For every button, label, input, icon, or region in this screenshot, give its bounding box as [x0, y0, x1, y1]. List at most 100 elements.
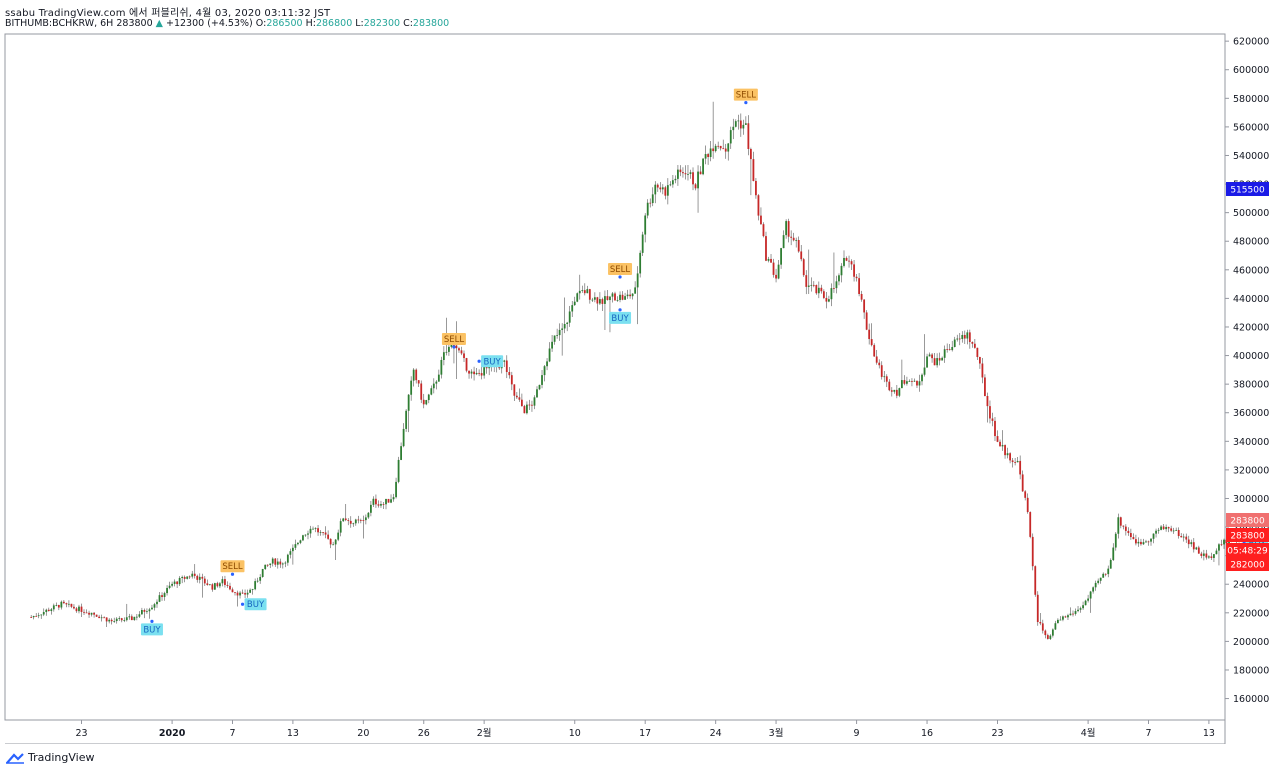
candle-body [130, 616, 133, 621]
candle-body [1187, 539, 1190, 545]
candle-body [1112, 547, 1115, 561]
candle-body [961, 334, 964, 339]
candle-body [1140, 541, 1142, 545]
candle-body [1175, 530, 1178, 531]
candle-body [70, 603, 73, 607]
candle-body [976, 347, 979, 358]
candle-body [1092, 587, 1095, 592]
candle-body [1122, 525, 1125, 527]
candle-body [115, 618, 118, 622]
candle-body [1039, 621, 1042, 624]
candle-body [1124, 526, 1127, 531]
candle-body [440, 359, 443, 375]
signal-box [441, 332, 466, 345]
candle-body [307, 533, 309, 535]
y-tick-label: 360000 [1233, 408, 1269, 419]
candle-body [140, 610, 143, 615]
candle-body [817, 287, 820, 294]
candle-body [666, 185, 669, 196]
candle-body [760, 215, 762, 225]
candle-body [674, 178, 677, 181]
signal-box [481, 355, 504, 368]
candle-body [1049, 635, 1052, 639]
candle-body [724, 148, 727, 152]
candle-body [1132, 537, 1135, 540]
candle-body [850, 261, 853, 265]
x-tick-label: 7 [1145, 728, 1151, 739]
candle-body [800, 251, 803, 260]
candle-body [1218, 544, 1220, 551]
time-axis[interactable]: 23 2020 7 13 20 26 2월 10 17 24 3월 9 16 23 4월 7 13 [75, 720, 1215, 739]
candle-body [291, 547, 294, 552]
price-chart[interactable]: BUYSELLBUYSELLBUYSELLBUYSELLBUY 16000018… [0, 0, 1280, 744]
footer: TradingView [0, 744, 1280, 772]
candle-body [994, 420, 996, 437]
candle-body [712, 148, 715, 152]
candle-body [503, 360, 506, 362]
candle-body [269, 563, 272, 565]
candle-body [208, 584, 211, 586]
candle-body [196, 575, 199, 580]
candle-body [284, 562, 287, 564]
candle-body [85, 612, 88, 614]
signal-box [244, 598, 267, 611]
candle-body [900, 380, 903, 389]
candle-body [1024, 491, 1027, 498]
candle-body [463, 353, 465, 359]
candle-body [50, 609, 53, 612]
candle-body [677, 169, 679, 179]
y-tick-label: 400000 [1233, 351, 1269, 362]
candle-body [531, 404, 533, 406]
candle-body [42, 612, 45, 615]
price-tags: 515500 283800 283800 05:48:29 282000 [1226, 182, 1269, 571]
symbol-label: BITHUMB:BCHKRW, 6H [5, 18, 114, 29]
candle-body [259, 576, 262, 581]
candle-body [1094, 582, 1097, 588]
candle-body [442, 352, 445, 360]
candle-body [661, 187, 664, 190]
candle-body [858, 278, 861, 295]
candle-body [342, 518, 345, 522]
candle-body [93, 612, 95, 615]
candle-body [1019, 460, 1022, 475]
candle-body [1137, 541, 1140, 544]
candle-body [352, 523, 355, 525]
candle-body [432, 383, 435, 389]
candle-body [515, 395, 518, 398]
candle-body [536, 389, 538, 398]
candle-body [445, 351, 448, 353]
candle-body [176, 581, 179, 585]
signal-label: BUY [611, 314, 629, 324]
candle-body [266, 564, 269, 566]
candle-body [865, 312, 868, 330]
candle-body [835, 281, 838, 289]
candle-body [1157, 529, 1160, 531]
candle-body [1119, 517, 1122, 526]
x-tick-label: 13 [1203, 728, 1215, 739]
candle-body [143, 610, 146, 612]
candle-body [679, 169, 682, 173]
candle-body [981, 363, 984, 378]
candle-body [855, 276, 858, 279]
candle-body [1185, 536, 1188, 540]
price-axis[interactable]: 1600001800002000002200002400002600002800… [1225, 37, 1269, 705]
candle-body [782, 235, 785, 249]
candle-body [845, 257, 848, 261]
candle-body [224, 579, 226, 585]
candle-body [123, 620, 126, 621]
candle-body [1177, 530, 1180, 537]
candle-body [948, 349, 951, 351]
candle-body [226, 584, 229, 586]
candle-body [692, 172, 694, 185]
last-price: 283800 [116, 18, 153, 29]
tradingview-logo[interactable]: TradingView [5, 751, 94, 764]
y-tick-label: 420000 [1233, 322, 1269, 333]
candle-body [52, 605, 55, 610]
signal-box [609, 311, 632, 324]
candle-body [702, 158, 704, 175]
candle-body [304, 534, 307, 536]
candle-body [422, 399, 425, 405]
candle-body [435, 381, 438, 384]
y-tick-label: 620000 [1233, 37, 1269, 48]
candle-body [556, 335, 559, 336]
